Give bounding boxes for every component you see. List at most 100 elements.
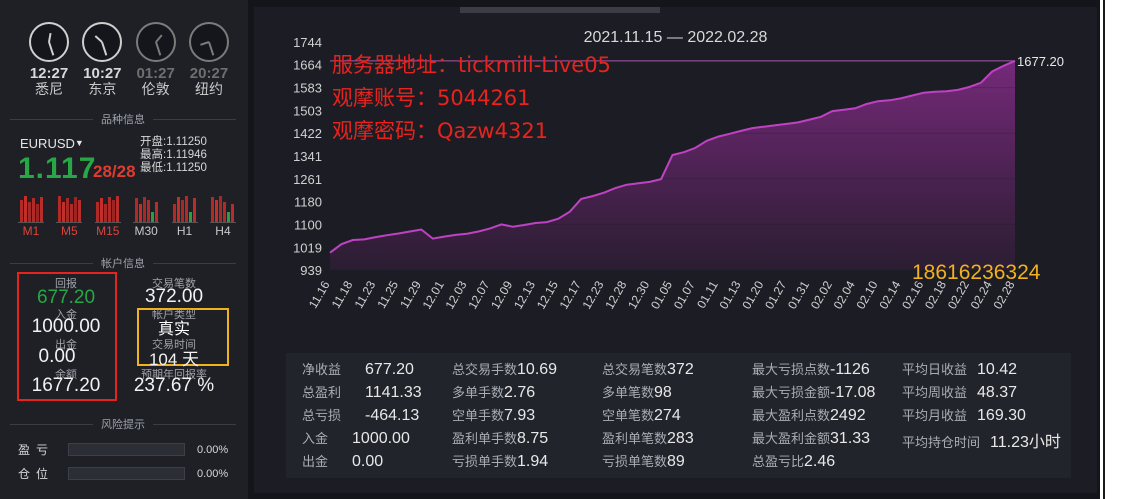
stat-item: 净收益 677.20 bbox=[302, 359, 414, 379]
chevron-down-icon[interactable]: ▼ bbox=[74, 138, 84, 148]
x-tick-label: 12.17 bbox=[557, 278, 584, 311]
timeframe-label: M30 bbox=[134, 224, 158, 238]
y-tick-label: 1583 bbox=[293, 81, 322, 96]
highlight-box-red bbox=[17, 272, 117, 401]
last-value-label: 1677.20 bbox=[1017, 54, 1064, 69]
clock-1: 10:27 东京 bbox=[77, 22, 127, 97]
chart-title: 2021.11.15 — 2022.02.28 bbox=[583, 29, 768, 46]
stat-value: 98 bbox=[654, 384, 672, 401]
y-tick-label: 1744 bbox=[293, 35, 322, 50]
clock-time: 20:27 bbox=[189, 65, 229, 82]
y-tick-label: 1261 bbox=[293, 172, 322, 187]
stat-label: 总盈利 bbox=[302, 385, 342, 400]
stat-value: 2492 bbox=[830, 407, 866, 424]
timeframe-H1[interactable]: H1 bbox=[171, 194, 198, 238]
stat-item: 最大盈利点数2492 bbox=[752, 405, 866, 425]
timeframe-M1[interactable]: M1 bbox=[18, 194, 44, 238]
signal-bars bbox=[171, 194, 198, 223]
timeframe-M15[interactable]: M15 bbox=[94, 194, 121, 238]
y-tick-label: 939 bbox=[300, 263, 322, 278]
clock-icon bbox=[135, 22, 176, 62]
x-tick-label: 12.09 bbox=[488, 278, 515, 311]
stat-item: 总交易手数10.69 bbox=[452, 359, 557, 379]
stat-value: 1000.00 bbox=[352, 430, 410, 447]
stat-value: 1.94 bbox=[517, 453, 549, 470]
open-price: 1.11250 bbox=[166, 136, 207, 148]
stat-label: 净收益 bbox=[302, 362, 342, 377]
stat-label: 最大盈利点数 bbox=[752, 408, 831, 423]
stat-item: 最大盈利金额31.33 bbox=[752, 428, 870, 448]
clock-time: 12:27 bbox=[29, 65, 69, 82]
stat-label: 盈利单笔数 bbox=[602, 431, 668, 446]
section-title: 帐户信息 bbox=[101, 258, 145, 270]
world-clocks: 12:27 悉尼 10:27 东京 01:27 伦敦 20:27 纽约 bbox=[24, 22, 234, 97]
timeframe-label: M15 bbox=[96, 224, 120, 238]
timeframe-H4[interactable]: H4 bbox=[209, 194, 236, 238]
trades-value: 372.00 bbox=[144, 286, 204, 307]
stat-label: 空单笔数 bbox=[602, 408, 655, 423]
deposit-value: 1000.00 bbox=[31, 316, 101, 337]
minute-hand bbox=[208, 41, 215, 56]
stat-item: 总盈利 1141.33 bbox=[302, 382, 422, 402]
risk-row-pnl: 盈亏 0.00% bbox=[18, 441, 232, 458]
annual-return-label: 预期年回报率 bbox=[141, 369, 207, 381]
clock-2: 01:27 伦敦 bbox=[131, 22, 181, 97]
stat-label: 多单手数 bbox=[452, 385, 505, 400]
section-title: 风险提示 bbox=[101, 419, 145, 431]
signal-bars bbox=[56, 194, 83, 223]
stat-value: -1126 bbox=[830, 361, 870, 378]
symbol-selector[interactable]: EURUSD▼ bbox=[20, 136, 84, 151]
stat-value: 677.20 bbox=[365, 361, 414, 378]
stat-label: 总盈亏比 bbox=[752, 454, 805, 469]
clock-0: 12:27 悉尼 bbox=[24, 22, 74, 97]
account-section-header: 帐户信息 bbox=[10, 256, 236, 270]
x-tick-label: 01.31 bbox=[785, 278, 812, 311]
trades-label: 交易笔数 bbox=[152, 278, 196, 290]
phone-number: 18616236324 bbox=[912, 261, 1041, 284]
risk-section-header: 风险提示 bbox=[10, 417, 236, 431]
stat-value: 7.93 bbox=[504, 407, 536, 424]
clock-city: 伦敦 bbox=[141, 81, 170, 97]
stat-label: 盈利单手数 bbox=[452, 431, 518, 446]
stat-value: 283 bbox=[667, 430, 694, 447]
stat-item: 总亏损 -464.13 bbox=[302, 405, 419, 425]
clock-icon bbox=[29, 22, 69, 62]
stat-value: 11.23小时 bbox=[990, 434, 1061, 451]
trade-time-value: 104 天 bbox=[148, 350, 200, 369]
x-tick-label: 12.07 bbox=[465, 278, 492, 311]
stat-value: 169.30 bbox=[977, 407, 1026, 424]
symbol-name: EURUSD bbox=[20, 136, 75, 151]
stat-item: 空单笔数274 bbox=[602, 405, 681, 425]
stat-item: 总交易笔数372 bbox=[602, 359, 694, 379]
panel-tab[interactable] bbox=[460, 7, 660, 13]
x-tick-label: 02.14 bbox=[876, 278, 903, 311]
stat-value: 89 bbox=[667, 453, 685, 470]
ohl-info: 开盘:1.11250 最高:1.11946 最低:1.11250 bbox=[140, 136, 207, 174]
stat-item: 多单手数2.76 bbox=[452, 382, 535, 402]
highlight-box-yellow bbox=[137, 308, 229, 366]
x-tick-label: 01.05 bbox=[648, 278, 675, 311]
x-tick-label: 11.25 bbox=[374, 278, 401, 311]
balance-label: 余额 bbox=[55, 369, 77, 381]
section-title: 品种信息 bbox=[101, 114, 145, 126]
stat-item: 总盈亏比2.46 bbox=[752, 451, 835, 471]
stat-item: 平均持仓时间 11.23小时 bbox=[902, 428, 1061, 452]
risk-pct: 0.00% bbox=[197, 467, 229, 480]
risk-row-position: 仓位 0.00% bbox=[18, 465, 232, 482]
x-tick-label: 01.07 bbox=[671, 278, 698, 311]
right-edge bbox=[1100, 0, 1131, 499]
stat-item: 平均日收益 10.42 bbox=[902, 359, 1017, 379]
account-type-value: 真实 bbox=[157, 321, 190, 338]
stat-value: 2.46 bbox=[804, 453, 836, 470]
timeframe-M5[interactable]: M5 bbox=[56, 194, 83, 238]
minute-hand bbox=[101, 41, 108, 56]
x-tick-label: 02.04 bbox=[831, 278, 858, 311]
x-tick-label: 12.01 bbox=[420, 278, 447, 311]
risk-label: 盈亏 bbox=[18, 443, 55, 457]
x-tick-label: 12.30 bbox=[625, 278, 652, 311]
stat-value: 10.69 bbox=[517, 361, 558, 378]
timeframe-M30[interactable]: M30 bbox=[133, 194, 160, 238]
equity-area bbox=[330, 60, 1015, 271]
stat-label: 最大盈利金额 bbox=[752, 431, 831, 446]
timeframe-label: M5 bbox=[61, 224, 78, 238]
